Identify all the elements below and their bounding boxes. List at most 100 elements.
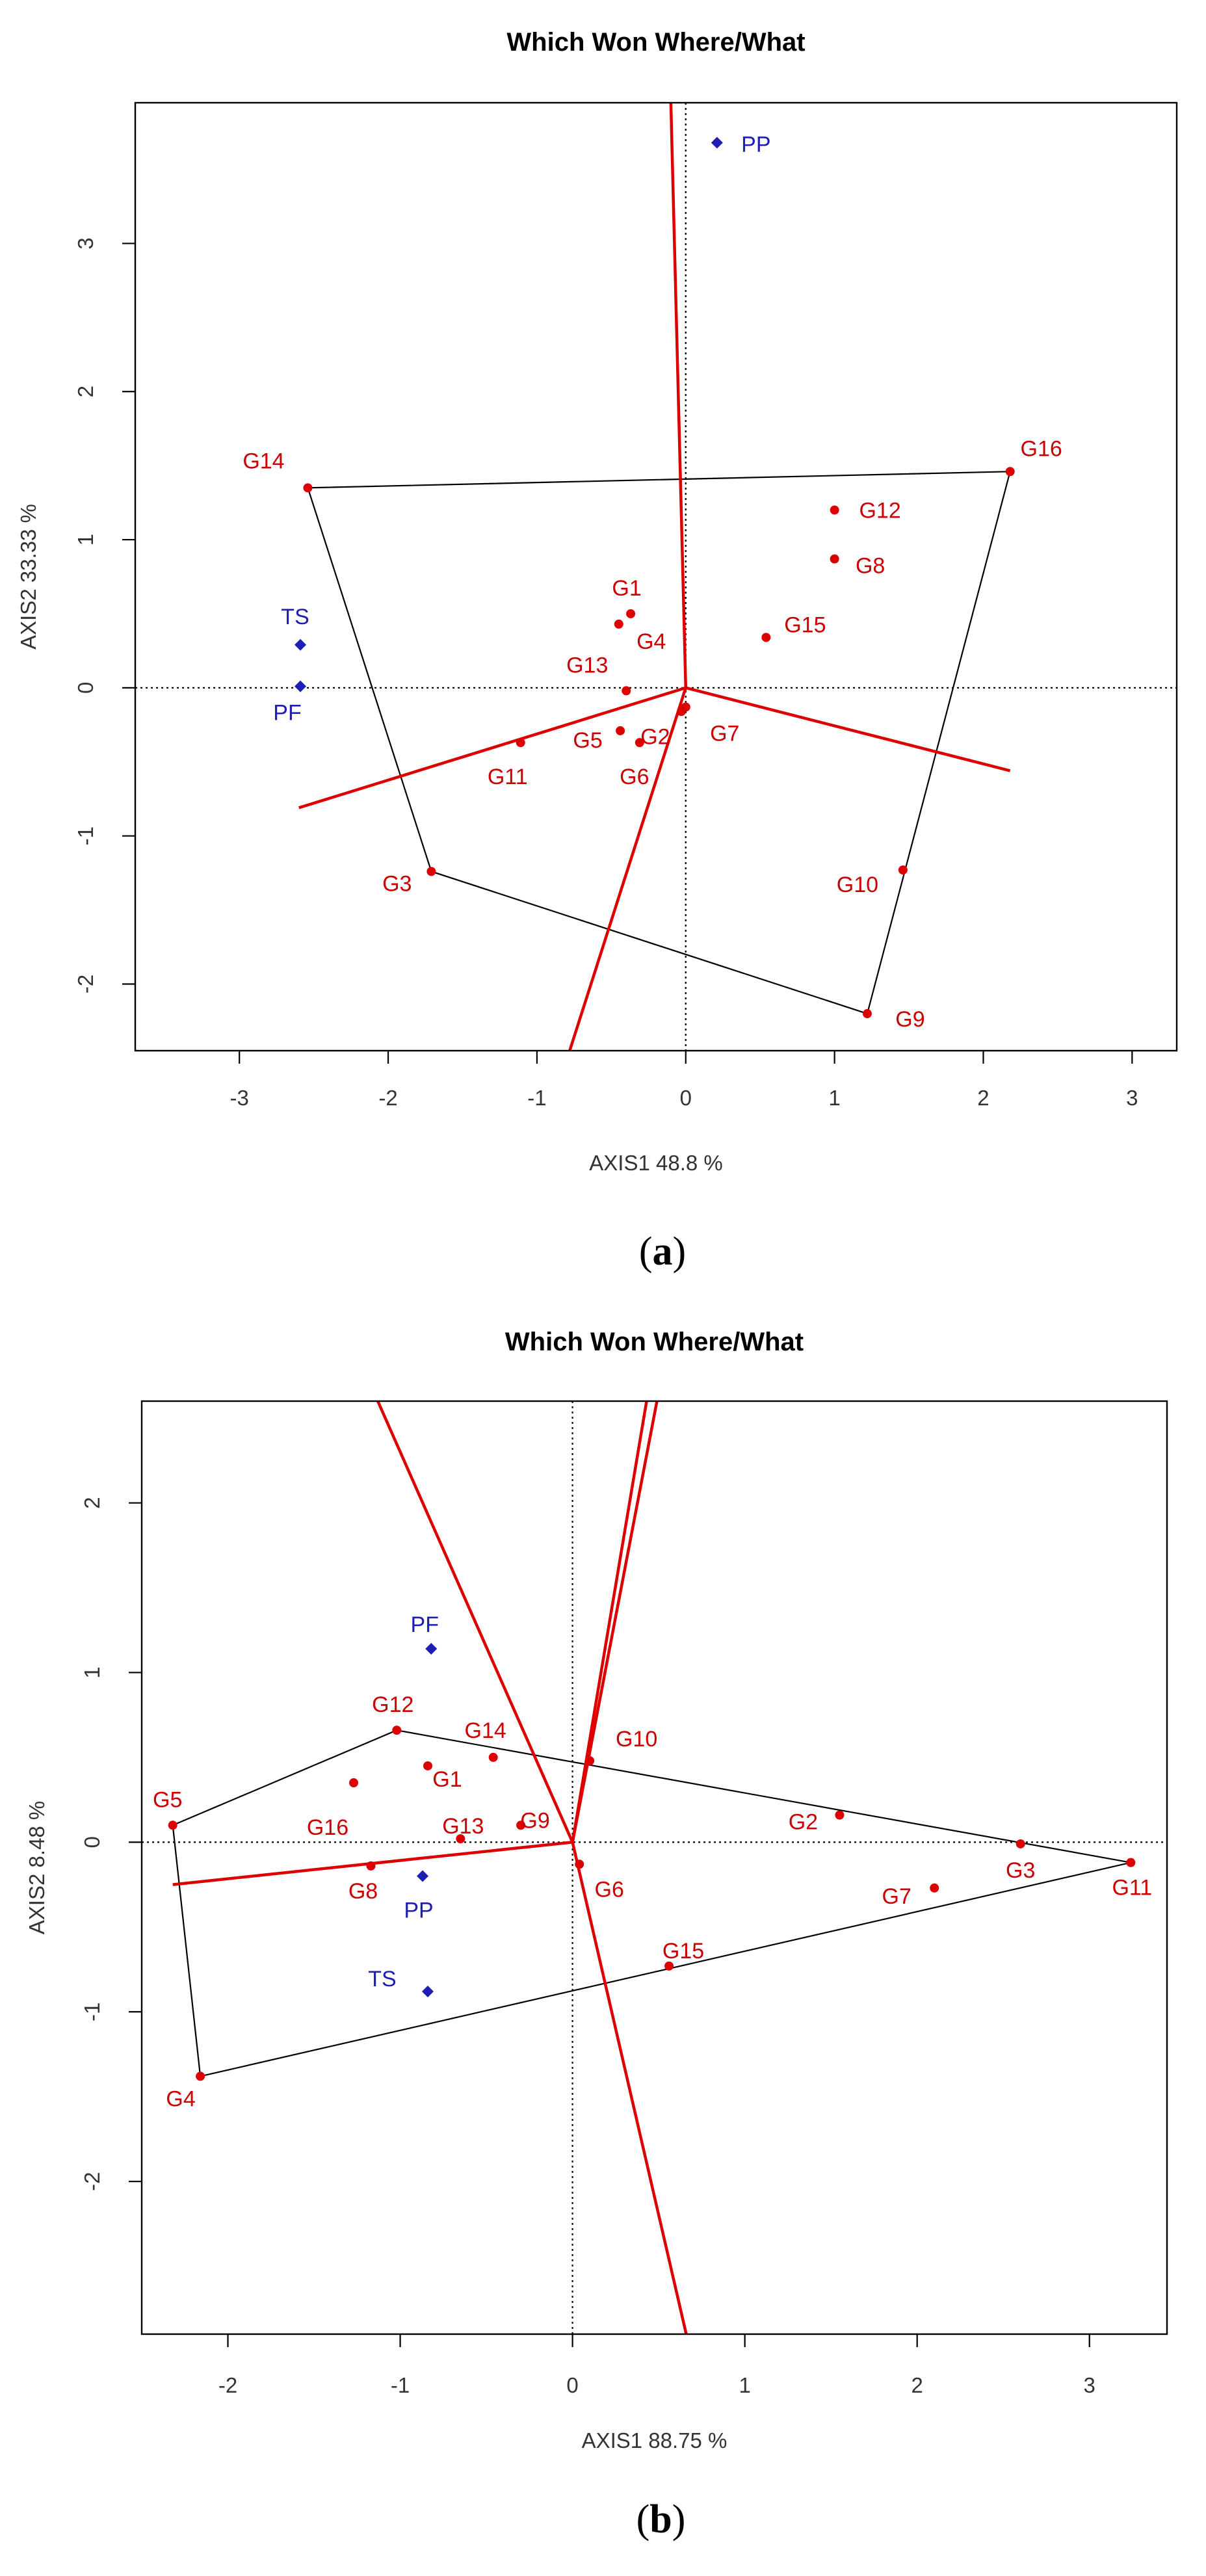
genotype-label-g4: G4 xyxy=(166,2086,195,2111)
x-tick-label: 3 xyxy=(1084,2373,1095,2397)
x-tick-label: 0 xyxy=(566,2373,578,2397)
genotype-point-g1 xyxy=(423,1761,432,1770)
panel-label-close: ) xyxy=(672,2497,686,2542)
genotype-point-g16 xyxy=(349,1778,359,1788)
environment-label-ts: TS xyxy=(368,1967,396,1991)
environment-point-ts xyxy=(295,638,307,651)
y-tick-label: -2 xyxy=(73,975,98,993)
sector-ray xyxy=(568,687,687,1051)
environment-label-ts: TS xyxy=(281,605,309,629)
plot-area xyxy=(135,103,1177,1051)
x-tick-label: -2 xyxy=(378,1086,397,1110)
panel-label: (a) xyxy=(639,1229,686,1274)
genotype-label-g1: G1 xyxy=(612,576,641,601)
x-tick-label: 3 xyxy=(1126,1086,1138,1110)
plot-area xyxy=(142,1401,1167,2334)
panel-b: Which Won Where/What AXIS1 88.75 % AXIS2 8… xyxy=(25,1328,1168,2542)
y-tick-label: 2 xyxy=(73,386,98,397)
genotype-point-g6 xyxy=(635,738,644,748)
sector-ray xyxy=(669,103,688,688)
genotype-label-g14: G14 xyxy=(465,1718,506,1743)
plot-frame xyxy=(134,101,1178,1052)
panel-a: Which Won Where/What AXIS1 48.8 % AXIS2 33… xyxy=(16,28,1178,1274)
sector-ray xyxy=(571,1401,659,1843)
genotype-label-g15: G15 xyxy=(784,612,826,637)
sector-ray xyxy=(571,1401,648,1843)
genotype-point-g10 xyxy=(585,1756,595,1766)
genotype-point-g5 xyxy=(168,1820,177,1830)
y-axis-label: AXIS2 33.33 % xyxy=(16,504,40,650)
environment-label-pp: PP xyxy=(404,1899,433,1923)
y-tick-label: 1 xyxy=(73,534,98,545)
genotype-label-g6: G6 xyxy=(595,1877,624,1902)
x-axis-label: AXIS1 88.75 % xyxy=(582,2428,728,2452)
x-tick-label: 0 xyxy=(680,1086,692,1110)
genotype-label-g9: G9 xyxy=(520,1808,549,1833)
y-tick-label: 1 xyxy=(80,1666,104,1678)
genotype-point-g6 xyxy=(575,1860,584,1869)
panel-label-close: ) xyxy=(673,1229,687,1274)
environment-label-pf: PF xyxy=(273,701,301,726)
genotype-point-g1 xyxy=(626,609,636,618)
panel-label-open: ( xyxy=(636,2497,650,2542)
x-tick-label: -2 xyxy=(218,2373,237,2397)
y-tick-label: 2 xyxy=(80,1497,104,1508)
genotype-label-g3: G3 xyxy=(382,871,412,896)
environment-point-ts xyxy=(421,1985,434,1997)
genotype-label-g5: G5 xyxy=(153,1787,182,1812)
genotype-point-g4 xyxy=(614,619,623,629)
sector-ray xyxy=(376,1401,574,1843)
genotype-point-g3 xyxy=(426,867,436,876)
genotype-point-g14 xyxy=(303,483,313,493)
genotype-point-g9 xyxy=(862,1009,872,1019)
sector-ray xyxy=(571,1841,688,2334)
environment-point-pf xyxy=(295,680,307,692)
y-tick-label: -2 xyxy=(80,2172,104,2191)
chart-title: Which Won Where/What xyxy=(506,28,805,57)
genotype-point-g16 xyxy=(1005,467,1015,477)
genotype-point-g3 xyxy=(1016,1839,1025,1848)
genotype-point-g12 xyxy=(830,505,839,515)
genotype-label-g10: G10 xyxy=(616,1727,657,1752)
genotype-label-g14: G14 xyxy=(243,449,284,473)
environment-label-pp: PP xyxy=(741,133,770,157)
y-tick-label: 0 xyxy=(73,682,98,694)
genotype-point-g15 xyxy=(761,633,771,642)
x-tick-label: 1 xyxy=(828,1086,840,1110)
genotype-label-g15: G15 xyxy=(662,1939,704,1964)
genotype-label-g1: G1 xyxy=(432,1767,462,1792)
y-tick-label: 0 xyxy=(80,1836,104,1848)
x-tick-label: 2 xyxy=(977,1086,989,1110)
environment-label-pf: PF xyxy=(411,1612,439,1637)
x-axis-label: AXIS1 48.8 % xyxy=(589,1151,722,1175)
sector-ray xyxy=(685,686,1011,772)
genotype-label-g11: G11 xyxy=(488,765,528,789)
chart-title: Which Won Where/What xyxy=(505,1328,804,1356)
genotype-point-g15 xyxy=(664,1961,674,1971)
genotype-point-g12 xyxy=(392,1726,402,1735)
plot-frame xyxy=(140,1400,1168,2335)
genotype-label-g4: G4 xyxy=(636,629,666,654)
environment-point-pp xyxy=(417,1870,429,1882)
environment-point-pp xyxy=(711,137,723,149)
genotype-point-g2 xyxy=(835,1810,845,1820)
panel-label-letter: a xyxy=(653,1229,673,1274)
x-tick-label: -1 xyxy=(527,1086,546,1110)
environment-point-pf xyxy=(425,1642,438,1655)
y-tick-label: -1 xyxy=(73,826,98,845)
genotype-point-g9 xyxy=(516,1820,526,1830)
genotype-point-g7 xyxy=(930,1883,939,1893)
genotype-label-g2: G2 xyxy=(789,1810,818,1835)
genotype-point-g13 xyxy=(622,686,631,696)
x-tick-label: -3 xyxy=(230,1086,249,1110)
genotype-point-g7 xyxy=(681,702,690,712)
genotype-label-g6: G6 xyxy=(620,765,649,789)
x-tick-label: -1 xyxy=(391,2373,410,2397)
genotype-label-g2: G2 xyxy=(640,724,670,749)
panel-label: (b) xyxy=(636,2497,686,2542)
genotype-point-g11 xyxy=(1126,1858,1136,1867)
genotype-point-g4 xyxy=(196,2071,205,2081)
sector-ray xyxy=(298,686,687,809)
